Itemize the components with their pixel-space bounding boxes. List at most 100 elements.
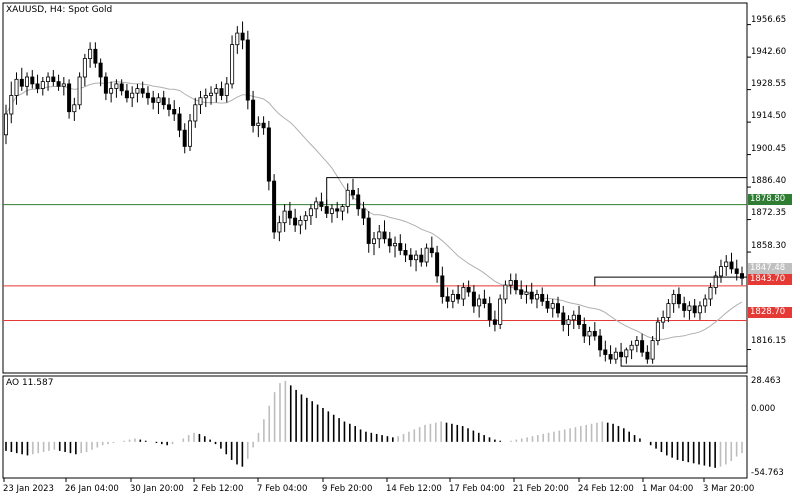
ao-pane[interactable] [2,375,748,479]
candle [298,219,303,226]
candle [608,354,613,360]
price-label: 1872.35 [751,208,787,218]
candle [135,88,140,94]
candle [566,319,571,325]
candle [529,291,534,300]
time-label: 30 Jan 20:00 [130,484,184,494]
candle [67,83,72,113]
candle [535,293,540,300]
candle [619,351,624,358]
candle [282,210,287,224]
candle [382,231,387,240]
candle [109,88,114,94]
candle [713,275,718,288]
candle [687,305,692,311]
candle [598,335,603,351]
candle [640,340,645,353]
candle [419,254,424,263]
candle [477,298,482,307]
resistance-box [326,177,747,205]
price-label: 1942.60 [751,47,787,57]
candle [519,289,524,295]
price-pane[interactable] [2,2,748,374]
time-label: 2 Feb 12:00 [193,484,244,494]
candle [119,83,124,92]
support-box [620,359,747,367]
candle [256,122,261,126]
candle [482,298,487,304]
candle [208,92,213,96]
candle [245,39,250,101]
candle [30,76,35,85]
candle [103,76,108,94]
candle [629,344,634,351]
candle [124,90,129,99]
candle [634,340,639,346]
candle [40,81,45,89]
price-label: 1928.55 [751,79,787,89]
candle [471,291,476,307]
candle [345,189,350,207]
candle [398,243,403,251]
candle [172,109,177,115]
candle [329,208,334,214]
candle [214,88,219,94]
candle [308,208,313,217]
candle [287,210,292,219]
candle [503,284,508,300]
candle [93,48,98,64]
candle [603,349,608,355]
candle [571,314,576,321]
candle [303,215,308,221]
candle [219,88,224,96]
candle [293,217,298,226]
candle [650,340,655,360]
moving-average-line [5,81,743,340]
ao-axis-label: 28.463 [751,376,781,386]
candle [277,222,282,233]
candle [235,32,240,46]
candle [645,351,650,360]
chart-title: XAUUSD, H4: Spot Gold [6,5,113,15]
candle [51,76,56,82]
candle [498,298,503,325]
candle [4,113,9,136]
candle [72,104,77,113]
candle [272,180,277,233]
time-label: 3 Mar 20:00 [703,484,755,494]
candle [403,249,408,256]
price-label: 1900.45 [751,144,787,154]
candle [508,280,513,286]
candle [550,303,555,309]
time-label: 7 Feb 04:00 [257,484,308,494]
candle [561,312,566,325]
candle [145,92,150,99]
candle [14,78,19,96]
candle [513,280,518,291]
candle [335,208,340,212]
candle [729,261,734,270]
candle [682,303,687,311]
range-box-top [594,276,747,286]
candle [314,201,319,210]
candle [361,208,366,219]
time-label: 26 Jan 04:00 [65,484,119,494]
candle [24,76,29,87]
level-tag-1878: 1878.80 [748,194,792,205]
candle [88,48,93,59]
candle [324,206,329,214]
candle [130,92,135,99]
candle [408,254,413,261]
candle [414,254,419,261]
candle [671,293,676,305]
time-label: 9 Feb 20:00 [322,484,373,494]
candle [708,286,713,300]
candle [151,97,156,103]
candle [251,99,256,126]
candle [261,122,266,129]
candle [445,296,450,302]
candle [56,81,61,87]
candle [676,293,681,305]
candle [187,120,192,147]
